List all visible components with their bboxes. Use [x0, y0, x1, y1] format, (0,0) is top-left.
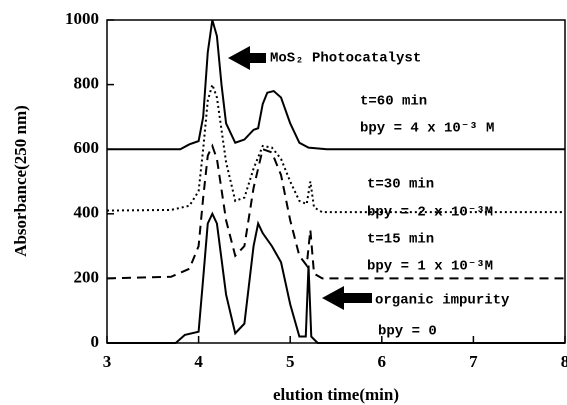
y-tick-label: 0 — [91, 332, 100, 351]
series-line — [106, 81, 565, 214]
annotation: bpy = 2 x 10⁻³M — [367, 205, 493, 221]
annotation: t=60 min — [360, 94, 427, 110]
arrow — [228, 46, 266, 70]
annotation: bpy = 4 x 10⁻³ M — [360, 121, 494, 137]
arrow — [322, 286, 372, 310]
y-tick-label: 800 — [74, 74, 100, 93]
x-tick-label: 6 — [378, 352, 387, 371]
series-line — [107, 19, 565, 151]
annotation: organic impurity — [375, 293, 510, 309]
series-line — [107, 211, 565, 344]
x-tick-label: 3 — [103, 352, 112, 371]
annotation: MoS₂ Photocatalyst — [270, 51, 421, 67]
x-tick-label: 7 — [469, 352, 478, 371]
x-axis-label: elution time(min) — [273, 385, 399, 404]
x-tick-label: 8 — [561, 352, 567, 371]
y-tick-label: 400 — [74, 203, 100, 222]
annotation: t=30 min — [367, 177, 434, 193]
series-line — [106, 143, 565, 280]
y-tick-label: 1000 — [65, 9, 99, 28]
x-tick-label: 4 — [194, 352, 203, 371]
annotation: bpy = 1 x 10⁻³M — [367, 259, 493, 275]
y-axis-label: Absorbance(250 nm) — [11, 105, 30, 257]
x-tick-label: 5 — [286, 352, 295, 371]
annotation: bpy = 0 — [378, 324, 437, 340]
y-tick-label: 600 — [74, 138, 100, 157]
annotation: t=15 min — [367, 232, 434, 248]
y-tick-label: 200 — [74, 267, 100, 286]
